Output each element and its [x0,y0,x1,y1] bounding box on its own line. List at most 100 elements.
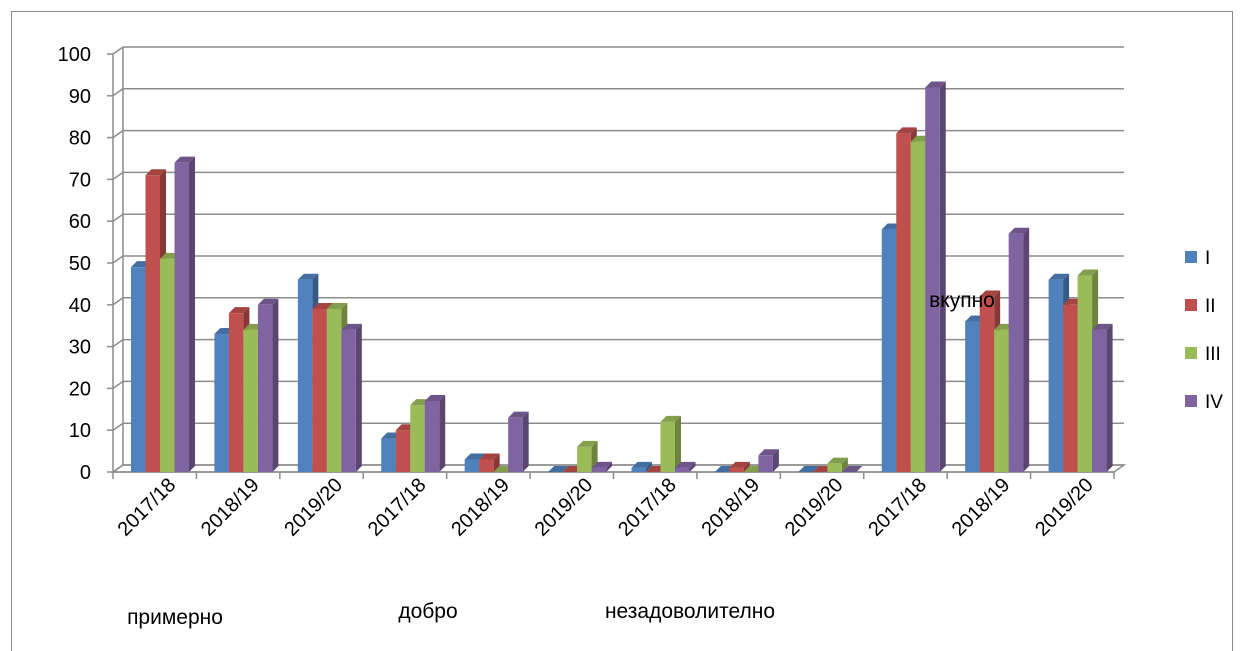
bar-top [479,453,500,460]
bar-top [174,156,195,163]
bar-front [1092,329,1107,472]
bar-front [479,459,494,472]
bar-top [257,298,279,305]
x-tick-label: 2018/19 [948,474,1015,541]
bar-top [312,302,333,309]
bar-front [994,329,1009,472]
bar-side [439,394,446,472]
bar-top [729,461,750,468]
bar-I-5 [548,466,569,472]
bar-front [341,329,356,472]
gridline-side [112,380,124,390]
x-axis: 2017/18 2018/19 2019/20 2017/18 2018/19 2019/… [112,472,1115,541]
y-tick-label: 30 [69,337,91,359]
bar-front [660,421,675,472]
bar-front [729,467,744,472]
bar-top [675,461,696,468]
bar-IV-5 [591,461,613,472]
bar-front [228,313,244,472]
bar-side [646,461,652,472]
bar-front [925,87,940,472]
gridline-side [112,338,124,348]
bar-front [381,438,396,472]
y-tick-label: 60 [69,211,91,233]
bar-front [312,308,327,472]
bar-front [827,463,842,472]
bar-side [689,461,696,472]
bar-front [965,321,980,472]
bar-II-4 [479,453,500,472]
bar-side [493,453,500,472]
bar-front [1008,233,1024,472]
bar-side [772,449,779,472]
group-label: вкупно [929,289,995,312]
bar-front [1048,279,1064,472]
bar-top [758,449,779,456]
x-tick-label: 2019/20 [531,474,598,541]
bar-IV-10 [1008,227,1030,472]
group-label: незадоволително [605,600,775,623]
bar-top [326,302,348,309]
gridline-side [112,297,124,306]
bar-side [743,461,750,472]
group-label: примерно [127,606,223,629]
bar-top [297,273,319,280]
bars [131,81,1113,473]
bar-front [591,467,607,472]
bar-side [1106,323,1113,472]
bar-I-8 [798,466,819,472]
bar-III-6 [660,415,681,472]
bar-top [424,394,446,401]
bar-top [896,127,917,134]
legend-swatch [1185,251,1197,263]
bar-front [214,334,229,472]
y-tick-label: 0 [80,462,91,484]
bar-front [243,329,258,472]
bar-IV-2 [341,323,362,472]
bar-top [341,323,362,330]
x-tick-label: 2017/18 [614,474,681,541]
x-tick-label: 2017/18 [864,474,931,541]
bar-top [1048,273,1070,280]
bar-IV-7 [758,449,779,472]
bar-front [160,258,175,472]
bar-side [272,298,279,472]
bar-top [145,169,166,176]
bar-top [591,461,613,468]
bar-front [1063,304,1078,472]
y-tick-label: 10 [69,420,91,442]
gridlines [112,46,1124,473]
bar-top [660,415,681,422]
bar-I-6 [631,461,652,472]
bar-side [1023,227,1030,472]
y-tick-label: 50 [69,253,91,275]
bar-II-7 [729,461,750,472]
bar-IV-4 [508,411,529,472]
y-tick-label: 100 [58,44,91,66]
bar-IV-11 [1092,323,1113,472]
bar-front [326,308,342,472]
bar-III-8 [827,457,848,472]
bar-side [841,457,848,472]
bar-front [410,405,425,472]
bar-top [1077,269,1099,276]
gridline-side [112,255,124,264]
bar-IV-6 [675,461,696,472]
gridline-side [112,213,124,222]
bar-front [395,430,411,472]
bar-front [297,279,313,472]
bar-top [228,307,250,314]
gridline-side [112,422,124,431]
bar-IV-9 [925,81,946,472]
x-tick-label: 2018/19 [197,474,264,541]
bar-top [1008,227,1030,234]
y-axis: 0 10 20 30 40 50 60 70 80 90 100 [58,44,113,484]
gridline-side [112,88,124,97]
bar-IV-8 [841,466,863,472]
chart-frame [11,11,1233,651]
bar-front [910,141,926,472]
y-tick-label: 70 [69,169,91,191]
bar-IV-0 [174,156,195,472]
x-tick-label: 2019/20 [1031,474,1098,541]
